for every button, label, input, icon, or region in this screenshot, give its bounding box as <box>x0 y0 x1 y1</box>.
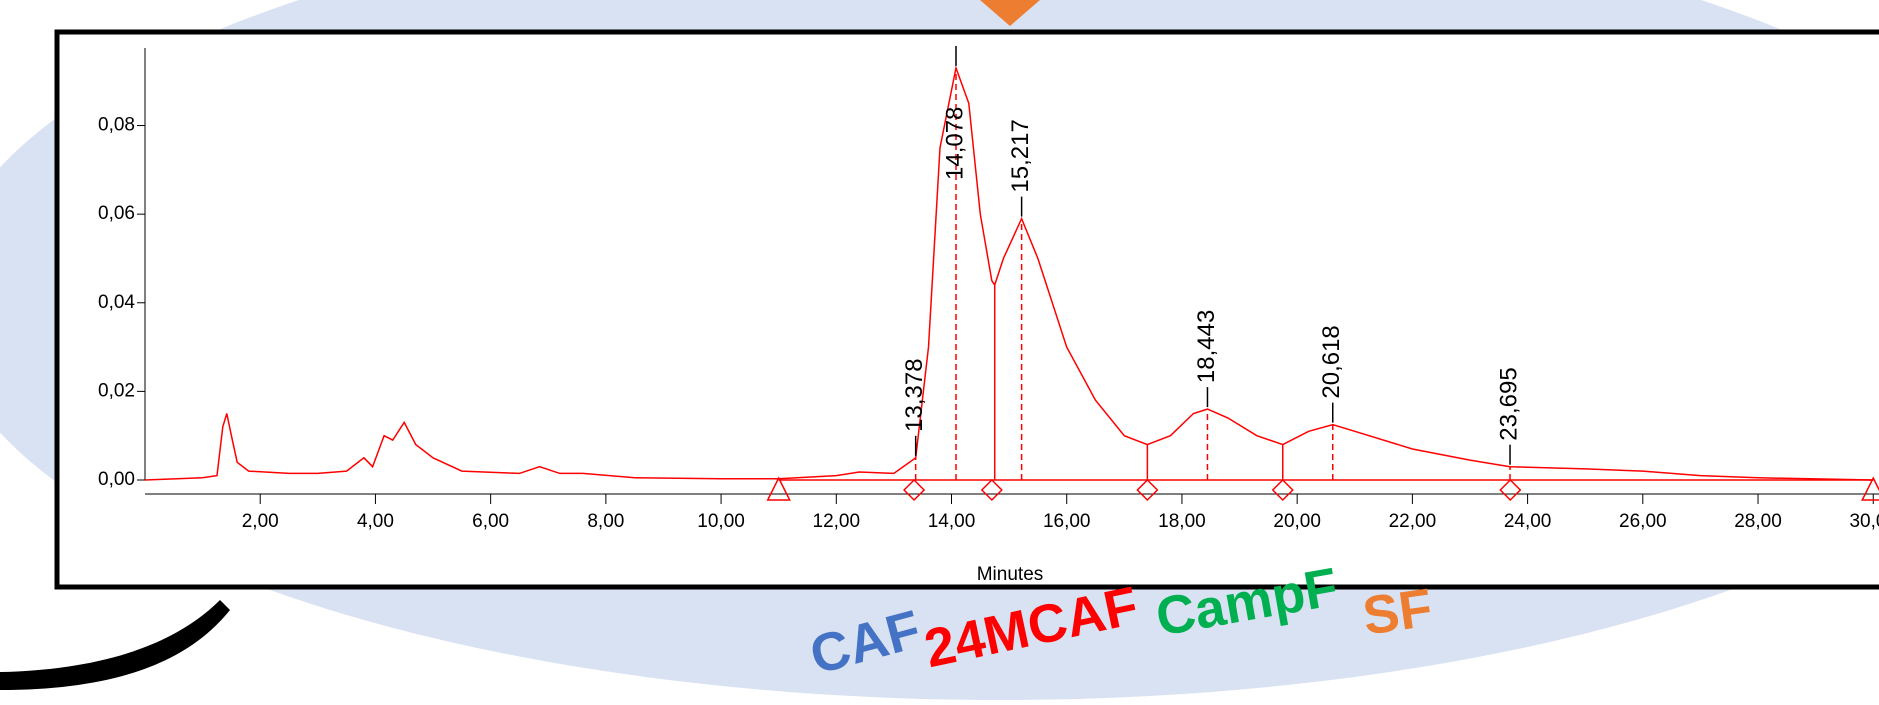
swoosh <box>0 600 230 690</box>
x-tick-label: 30,00 <box>1849 511 1879 532</box>
x-tick-label: 20,00 <box>1273 511 1321 532</box>
x-tick-label: 22,00 <box>1389 511 1437 532</box>
y-tick-label: 0,02 <box>98 380 135 401</box>
peak-label: 13,378 <box>901 358 928 431</box>
peak-label: 18,443 <box>1193 310 1220 383</box>
x-tick-label: 28,00 <box>1734 511 1782 532</box>
x-tick-label: 14,00 <box>928 511 976 532</box>
compound-label: SF <box>1359 578 1436 647</box>
x-tick-label: 26,00 <box>1619 511 1667 532</box>
x-tick-label: 18,00 <box>1158 511 1206 532</box>
y-tick-label: 0,06 <box>98 203 135 224</box>
x-axis-label: Minutes <box>977 564 1044 585</box>
x-tick-label: 16,00 <box>1043 511 1091 532</box>
peak-label: 23,695 <box>1495 367 1522 440</box>
x-tick-label: 4,00 <box>357 511 394 532</box>
x-tick-label: 6,00 <box>472 511 509 532</box>
y-tick-label: 0,00 <box>98 469 135 490</box>
chart: Minutes 0,00 0,02 0,04 0,06 0,08 2,00 4,00 6,00… <box>0 0 1879 700</box>
y-tick-label: 0,08 <box>98 115 135 136</box>
x-tick-label: 10,00 <box>697 511 745 532</box>
x-tick-label: 24,00 <box>1504 511 1552 532</box>
y-tick-label: 0,04 <box>98 292 135 313</box>
x-tick-label: 8,00 <box>587 511 624 532</box>
x-tick-label: 12,00 <box>813 511 861 532</box>
page: Minutes 0,00 0,02 0,04 0,06 0,08 2,00 4,00 6,00… <box>0 0 1879 700</box>
x-tick-label: 2,00 <box>242 511 279 532</box>
peak-label: 20,618 <box>1318 325 1345 398</box>
peak-label: 14,078 <box>941 107 968 180</box>
peak-label: 15,217 <box>1007 119 1034 192</box>
